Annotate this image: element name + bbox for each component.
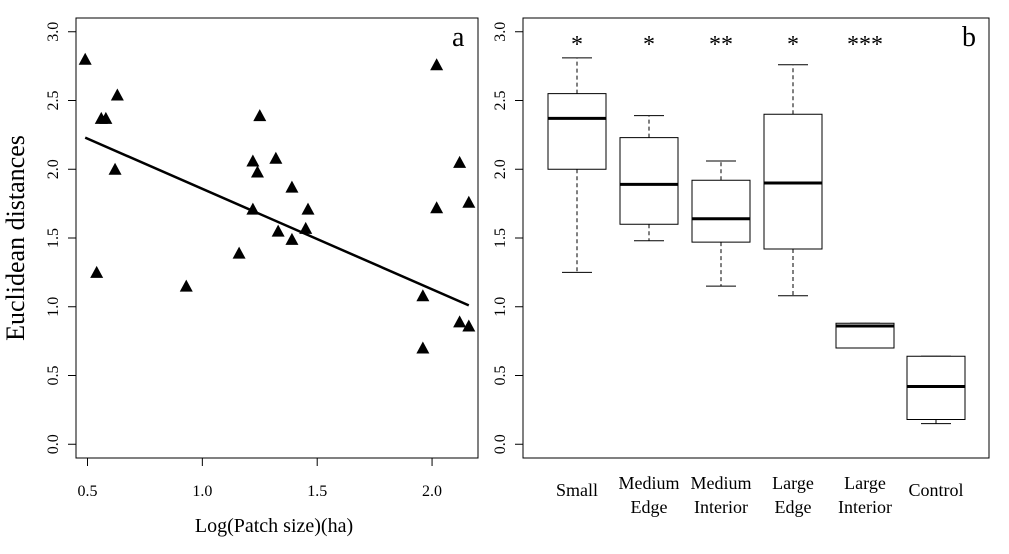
x-axis-title: Log(Patch size)(ha) <box>195 515 353 537</box>
data-point-triangle <box>90 265 104 278</box>
y-tick-label: 2.0 <box>492 159 509 179</box>
category-label: Medium <box>691 473 752 493</box>
data-point-triangle <box>462 195 476 208</box>
significance-marker: *** <box>847 32 883 58</box>
scatter-panel: a Log(Patch size)(ha) Euclidean distance… <box>1 17 479 537</box>
data-point-triangle <box>232 246 246 259</box>
y-tick-label: 3.0 <box>45 22 62 42</box>
data-point-triangle <box>78 52 92 65</box>
box-group <box>763 64 823 297</box>
box-group <box>547 57 607 273</box>
x-tick-label: 1.5 <box>307 483 327 500</box>
iqr-box <box>547 93 607 170</box>
data-point-triangle <box>179 279 193 292</box>
data-point-triangle <box>462 319 476 332</box>
y-tick-label: 0.5 <box>45 366 62 386</box>
data-point-triangle <box>453 315 467 328</box>
y-tick-label: 0.5 <box>492 366 509 386</box>
box-group <box>906 355 966 425</box>
category-label: Interior <box>694 497 748 517</box>
data-point-triangle <box>430 58 444 71</box>
panel-a-frame <box>75 17 479 459</box>
boxplot-panel: b 0.00.51.01.52.02.53.0 * * ** * *** Small Me… <box>492 17 990 517</box>
data-points <box>78 52 476 354</box>
data-point-triangle <box>285 180 299 193</box>
data-point-triangle <box>430 201 444 214</box>
significance-marker: * <box>643 32 655 58</box>
y-tick-label: 2.5 <box>45 91 62 111</box>
data-point-triangle <box>246 154 260 167</box>
panel-b-letter: b <box>962 22 976 53</box>
x-tick-label: 1.0 <box>192 483 212 500</box>
category-label: Small <box>556 480 598 500</box>
x-axis-ticks: 0.5 1.0 1.5 2.0 <box>77 458 442 500</box>
category-labels: Small Medium Edge Medium Interior Large Edge La… <box>556 473 964 517</box>
y-tick-label: 0.0 <box>45 434 62 454</box>
y-axis-ticks: 0.0 0.5 1.0 1.5 2.0 2.5 3.0 <box>45 22 76 454</box>
significance-marker: ** <box>709 32 733 58</box>
iqr-box <box>691 179 751 243</box>
category-label: Control <box>908 480 963 500</box>
box-group <box>835 322 895 349</box>
significance-markers: * * ** * *** <box>571 32 883 58</box>
data-point-triangle <box>416 341 430 354</box>
y-tick-label: 3.0 <box>492 22 509 42</box>
y-axis-title: Euclidean distances <box>1 135 30 341</box>
data-point-triangle <box>246 202 260 215</box>
data-point-triangle <box>416 289 430 302</box>
category-label: Edge <box>631 497 668 517</box>
data-point-triangle <box>99 111 113 124</box>
data-point-triangle <box>285 232 299 245</box>
data-point-triangle <box>301 202 315 215</box>
x-tick-label: 0.5 <box>77 483 97 500</box>
x-tick-label: 2.0 <box>422 483 442 500</box>
y-tick-label: 1.0 <box>492 297 509 317</box>
data-point-triangle <box>271 224 285 237</box>
y-tick-label: 1.5 <box>492 228 509 248</box>
data-point-triangle <box>453 155 467 168</box>
significance-marker: * <box>787 32 799 58</box>
y-tick-label: 1.0 <box>45 297 62 317</box>
box-series <box>547 57 966 425</box>
data-point-triangle <box>253 109 267 122</box>
category-label: Edge <box>775 497 812 517</box>
data-point-triangle <box>269 151 283 164</box>
y-axis-ticks: 0.0 0.5 1.0 1.5 2.0 2.5 3.0 <box>492 22 523 454</box>
category-label: Large <box>844 473 886 493</box>
category-label: Interior <box>838 497 892 517</box>
category-label: Large <box>772 473 814 493</box>
category-label: Medium <box>619 473 680 493</box>
box-group <box>619 115 679 242</box>
significance-marker: * <box>571 32 583 58</box>
data-point-triangle <box>299 221 313 234</box>
y-tick-label: 2.5 <box>492 91 509 111</box>
y-tick-label: 2.0 <box>45 159 62 179</box>
panel-a-letter: a <box>452 22 465 53</box>
box-group <box>691 160 751 287</box>
data-point-triangle <box>108 162 122 175</box>
regression-line-group <box>84 136 470 307</box>
regression-line <box>84 136 470 307</box>
data-point-triangle <box>250 165 264 178</box>
data-point-triangle <box>110 88 124 101</box>
iqr-box <box>619 137 679 225</box>
y-tick-label: 0.0 <box>492 434 509 454</box>
y-tick-label: 1.5 <box>45 228 62 248</box>
